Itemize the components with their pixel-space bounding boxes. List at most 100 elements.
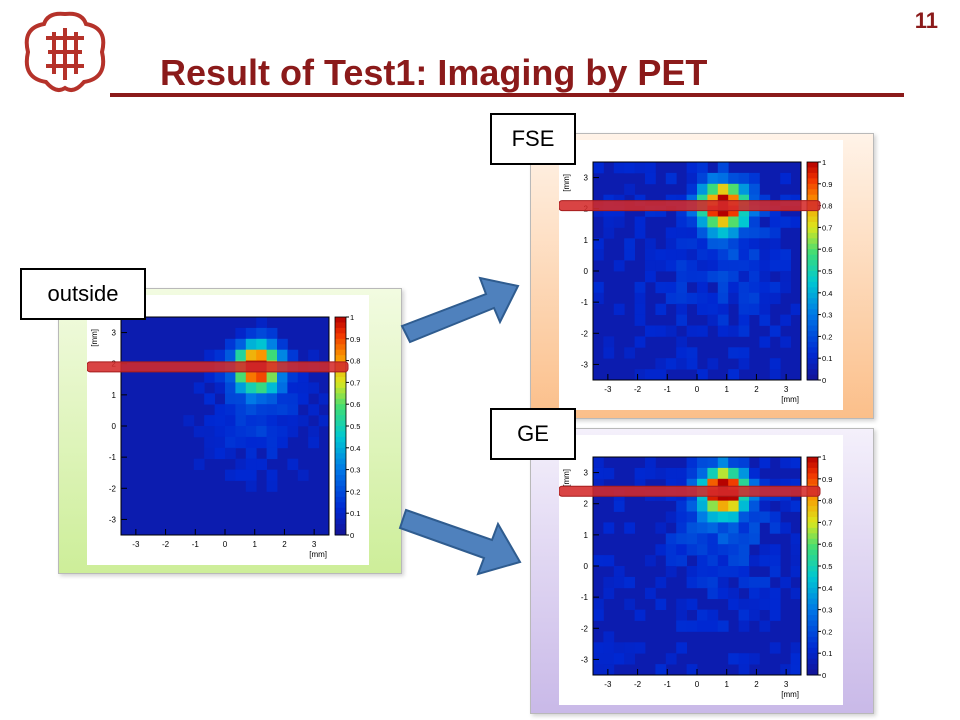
colorbar-segment — [335, 485, 346, 492]
heatmap-cell — [624, 347, 635, 359]
x-tick-label: 3 — [784, 385, 789, 394]
heatmap-cell — [266, 447, 278, 460]
heatmap-cell — [603, 347, 615, 359]
colorbar-segment — [807, 265, 818, 272]
colorbar-segment — [807, 467, 818, 474]
heatmap-cell — [624, 653, 635, 665]
x-tick-label: 1 — [724, 385, 729, 394]
heatmap-cell — [308, 404, 319, 416]
heatmap-cell — [624, 249, 635, 261]
heatmap-cell — [235, 458, 247, 470]
heatmap-cell — [780, 664, 791, 676]
heatmap-cell — [214, 415, 226, 427]
heatmap-cell — [287, 349, 299, 361]
heatmap-cell — [287, 404, 299, 416]
heatmap-cell — [676, 467, 687, 480]
colorbar-tick-label: 0.7 — [822, 223, 832, 232]
colorbar-segment — [335, 453, 346, 460]
colorbar-segment — [807, 658, 818, 665]
heatmap-cell — [697, 281, 708, 294]
heatmap-cell — [676, 500, 687, 512]
heatmap-cell — [728, 183, 739, 196]
colorbar-segment — [807, 625, 818, 632]
heatmap-cell — [759, 260, 771, 272]
heatmap-cell — [749, 260, 760, 272]
heatmap-cell — [759, 314, 771, 326]
heatmap-cell — [717, 172, 729, 185]
heatmap-cell — [665, 555, 677, 567]
x-tick-label: -2 — [162, 540, 170, 549]
heatmap-cell — [707, 260, 719, 272]
heatmap-cell — [759, 271, 771, 283]
heatmap-cell — [769, 511, 781, 523]
heatmap-cell — [769, 587, 781, 600]
heatmap-cell — [686, 183, 698, 196]
heatmap-cell — [266, 338, 278, 351]
heatmap-cell — [645, 555, 656, 567]
ge-label: GE — [490, 408, 576, 460]
colorbar-tick-label: 0.4 — [822, 584, 832, 593]
heatmap-cell — [655, 205, 667, 217]
heatmap-cell — [204, 436, 215, 449]
heatmap-cell — [214, 371, 226, 383]
colorbar-segment — [807, 647, 818, 654]
heatmap-cell — [759, 336, 771, 348]
heatmap-cell — [749, 598, 760, 610]
heatmap-cell — [707, 183, 719, 196]
heatmap-cell — [624, 183, 635, 196]
outside-heatmap: -3-2-10123-3-2-10123[mm][mm]00.10.20.30.… — [86, 313, 360, 559]
heatmap-cell — [738, 555, 750, 567]
heatmap-cell — [738, 172, 750, 185]
heatmap-cell — [676, 522, 687, 534]
heatmap-cell — [245, 382, 257, 394]
colorbar-segment — [807, 243, 818, 250]
x-tick-label: 3 — [312, 540, 317, 549]
x-axis-label: [mm] — [781, 395, 799, 404]
heatmap-cell — [686, 576, 698, 589]
heatmap-cell — [256, 382, 267, 394]
heatmap-cell — [193, 426, 205, 438]
heatmap-cell — [728, 457, 739, 469]
heatmap-cell — [634, 478, 646, 491]
colorbar-segment — [807, 271, 818, 277]
heatmap-cell — [738, 500, 750, 512]
colorbar-tick-label: 0.1 — [822, 649, 832, 658]
colorbar-segment — [335, 475, 346, 481]
heatmap-cell — [738, 358, 750, 370]
heatmap-cell — [235, 415, 247, 427]
heatmap-cell — [225, 469, 236, 481]
heatmap-cell — [686, 238, 698, 250]
x-axis-label: [mm] — [781, 690, 799, 699]
heatmap-cell — [738, 522, 750, 534]
heatmap-cell — [665, 358, 677, 370]
heatmap-cell — [603, 587, 615, 600]
heatmap-cell — [277, 382, 288, 394]
heatmap-cell — [728, 511, 739, 523]
heatmap-cell — [697, 260, 708, 272]
heatmap-cell — [790, 587, 802, 600]
heatmap-cell — [780, 260, 791, 272]
colorbar-tick-label: 0 — [822, 376, 826, 385]
colorbar-tick-label: 0.7 — [350, 378, 360, 387]
heatmap-cell — [245, 415, 257, 427]
colorbar-segment — [807, 227, 818, 234]
y-tick-label: 3 — [584, 174, 589, 183]
heatmap-cell — [749, 467, 760, 480]
colorbar-segment — [335, 349, 346, 356]
heatmap-cell — [686, 522, 698, 534]
heatmap-cell — [707, 478, 719, 491]
heatmap-cell — [717, 576, 729, 589]
heatmap-cell — [749, 183, 760, 196]
profile-marker-line — [558, 200, 821, 212]
heatmap-cell — [235, 327, 247, 340]
heatmap-cell — [707, 292, 719, 305]
colorbar-segment — [807, 478, 818, 485]
colorbar-segment — [807, 457, 818, 463]
colorbar-segment — [807, 352, 818, 359]
heatmap-cell — [686, 325, 698, 337]
heatmap-cell — [613, 260, 625, 272]
heatmap-cell — [655, 260, 667, 272]
colorbar-segment — [335, 322, 346, 329]
heatmap-cell — [749, 587, 760, 600]
heatmap-cell — [676, 336, 687, 348]
